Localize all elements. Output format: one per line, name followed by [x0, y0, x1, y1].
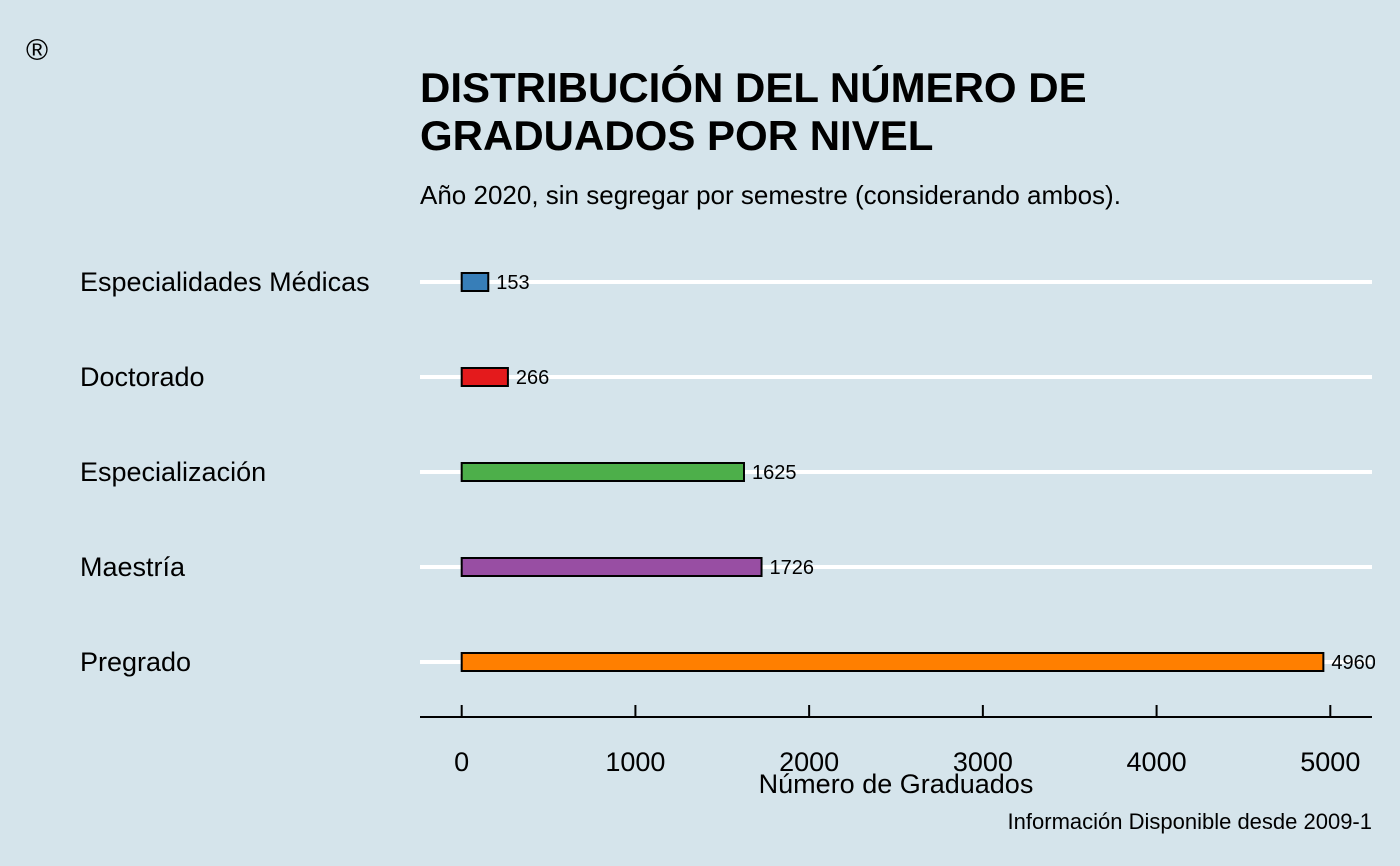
bar-3	[460, 557, 763, 577]
data-label: 153	[496, 272, 529, 294]
data-label: 266	[516, 367, 549, 389]
x-axis: 0 1000 2000 3000 4000 5000	[420, 705, 1372, 777]
data-label: 4960	[1331, 652, 1376, 674]
x-tick-label: 4000	[1127, 747, 1187, 777]
x-tick-label: 2000	[779, 747, 839, 777]
category-label: Especialización	[80, 457, 266, 487]
x-axis-label: Número de Graduados	[759, 769, 1034, 799]
registered-logo-icon: ®	[26, 34, 48, 67]
x-tick-label: 1000	[605, 747, 665, 777]
category-label: Maestría	[80, 552, 186, 582]
category-labels: Especialidades Médicas Doctorado Especiali…	[80, 267, 370, 677]
data-label: 1625	[752, 462, 797, 484]
chart-caption: Información Disponible desde 2009-1	[1008, 809, 1372, 834]
data-labels: 153 266 1625 1726 4960	[496, 272, 1376, 674]
category-label: Doctorado	[80, 362, 205, 392]
x-tick-label: 5000	[1300, 747, 1360, 777]
data-label: 1726	[770, 557, 815, 579]
x-tick-label: 0	[454, 747, 469, 777]
x-tick-label: 3000	[953, 747, 1013, 777]
bar-1	[460, 367, 509, 387]
chart-title-line-2: GRADUADOS POR NIVEL	[420, 112, 933, 159]
category-label: Especialidades Médicas	[80, 267, 370, 297]
bar-0	[460, 272, 490, 292]
bars	[460, 272, 1325, 672]
bar-2	[460, 462, 745, 482]
chart-subtitle: Año 2020, sin segregar por semestre (con…	[420, 180, 1121, 210]
bar-4	[460, 652, 1325, 672]
category-label: Pregrado	[80, 647, 191, 677]
chart-title-line-1: DISTRIBUCIÓN DEL NÚMERO DE	[420, 63, 1087, 111]
